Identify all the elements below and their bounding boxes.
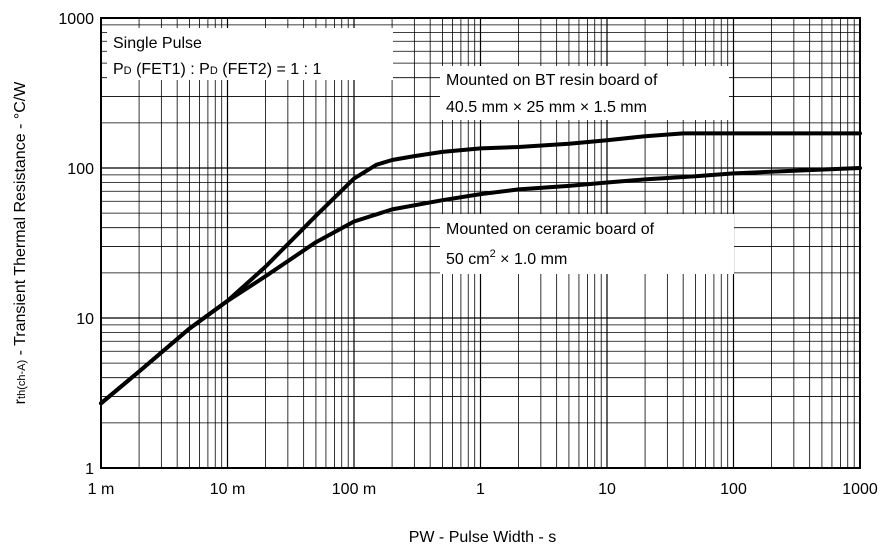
single-pulse-label: Single Pulse <box>113 35 202 52</box>
x-tick-label: 1 m <box>88 481 115 498</box>
power-ratio-label: PD (FET1) : PD (FET2) = 1 : 1 <box>113 61 322 78</box>
y-tick-label: 100 <box>67 161 94 178</box>
y-title-suffix: - Transient Thermal Resistance - °C/W <box>12 81 29 360</box>
x-tick-label: 10 <box>598 481 616 498</box>
y-title-subscript: th(ch-A) <box>16 360 28 399</box>
y-tick-label: 1000 <box>58 11 94 28</box>
plot-frame <box>100 17 861 469</box>
area-value: 50 cm <box>446 251 490 268</box>
bt-resin-label-line2: 40.5 mm × 25 mm × 1.5 mm <box>446 99 647 116</box>
y-title-prefix: r <box>12 398 29 404</box>
ceramic-label-line2: 50 cm2 × 1.0 mm <box>446 248 567 268</box>
y-axis-ticks: 1 10 100 1000 <box>58 11 94 478</box>
y-tick-label: 1 <box>85 461 94 478</box>
x-tick-label: 1000 <box>842 481 878 498</box>
series-ceramic-line <box>99 166 862 406</box>
x-tick-label: 100 m <box>332 481 376 498</box>
x-axis-ticks: 1 m 10 m 100 m 1 10 100 1000 <box>88 481 878 498</box>
ceramic-label-box <box>440 214 734 274</box>
y-axis-title: rth(ch-A) - Transient Thermal Resistance… <box>12 81 29 405</box>
bt-resin-label-box <box>440 66 729 120</box>
d-subscript: D <box>124 65 132 77</box>
square-superscript: 2 <box>490 248 496 260</box>
conditions-box <box>107 28 393 80</box>
fet2-text: (FET2) = 1 : 1 <box>218 61 322 78</box>
thickness-value: × 1.0 mm <box>496 251 568 268</box>
x-axis-title: PW - Pulse Width - s <box>409 529 557 546</box>
y-tick-label: 10 <box>76 311 94 328</box>
x-tick-label: 10 m <box>210 481 246 498</box>
x-tick-label: 1 <box>476 481 485 498</box>
ceramic-label-line1: Mounted on ceramic board of <box>446 221 655 238</box>
p-symbol: P <box>113 61 124 78</box>
x-tick-label: 100 <box>720 481 747 498</box>
bt-resin-label-line1: Mounted on BT resin board of <box>446 72 658 89</box>
d-subscript-2: D <box>210 65 218 77</box>
fet1-text: (FET1) : P <box>132 61 210 78</box>
